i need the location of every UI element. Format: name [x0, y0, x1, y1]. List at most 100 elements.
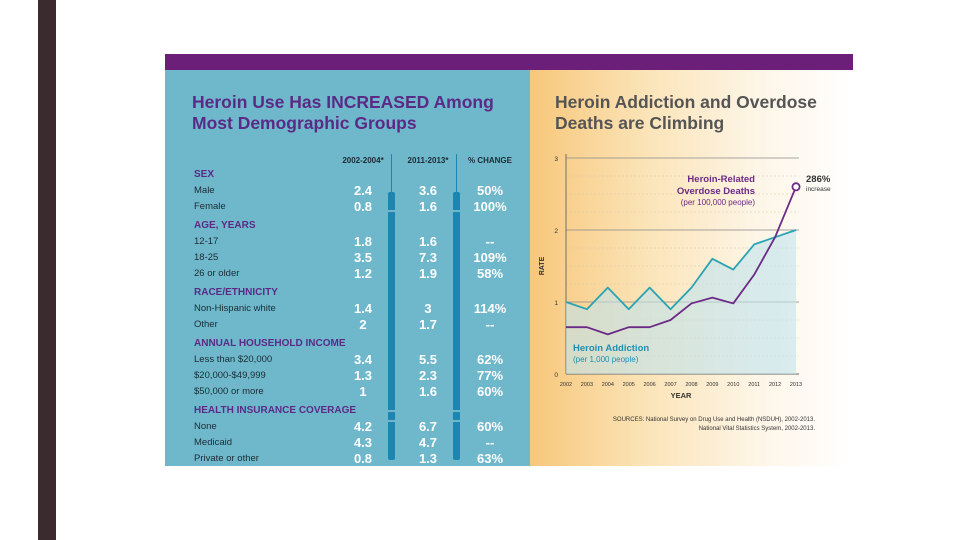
bar-gap	[451, 410, 462, 412]
slide-side-bar	[38, 0, 56, 540]
value-2011-2013: 2.3	[418, 368, 438, 383]
addiction-series-line	[565, 229, 797, 311]
infographic: Heroin Use Has INCREASED Among Most Demo…	[165, 54, 853, 466]
value-2002-2004: 1.8	[353, 234, 373, 249]
addiction-area	[566, 230, 796, 374]
value-2002-2004: 0.8	[353, 199, 373, 214]
value-2002-2004: 1.4	[353, 301, 373, 316]
overdose-legend-line2: Overdose Deaths	[677, 186, 755, 197]
value-2002-2004: 3.4	[353, 352, 373, 367]
addiction-legend-name: Heroin Addiction	[573, 343, 649, 354]
y-tick-label: 2	[554, 228, 558, 235]
y-axis-label: RATE	[539, 256, 546, 275]
row-label: None	[194, 421, 217, 432]
percent-change: --	[485, 317, 495, 332]
annotation-value: 286%	[806, 174, 831, 185]
value-2011-2013: 7.3	[418, 250, 438, 265]
x-tick-label: 2004	[602, 382, 614, 388]
overdose-legend-unit: (per 100,000 people)	[681, 198, 756, 207]
row-label: Medicaid	[194, 437, 233, 448]
row-label: Female	[194, 201, 226, 212]
demographics-title-line1: Heroin Use Has INCREASED Among	[192, 92, 494, 112]
row-label: 26 or older	[194, 268, 240, 279]
value-2002-2004: 0.8	[353, 451, 373, 466]
percent-change: --	[485, 234, 495, 249]
section-heading: SEX	[194, 169, 215, 180]
row-label: 12-17	[194, 236, 219, 247]
percent-change: 109%	[473, 250, 507, 265]
value-2002-2004: 1.2	[353, 266, 373, 281]
sources-line2: National Vital Statistics System, 2002-2…	[698, 426, 815, 432]
percent-change: 58%	[476, 266, 504, 281]
overdose-legend-line1: Heroin-Related	[687, 174, 755, 185]
value-2011-2013: 6.7	[418, 419, 438, 434]
value-2011-2013: 1.7	[418, 317, 438, 332]
row-label: Other	[194, 319, 218, 330]
x-tick-label: 2010	[727, 382, 739, 388]
column-divider-bar	[453, 192, 460, 460]
x-tick-label: 2008	[685, 382, 697, 388]
percent-change: 77%	[476, 368, 504, 383]
row-label: Less than $20,000	[194, 354, 273, 365]
annotation-text: increase	[806, 186, 831, 193]
x-tick-label: 2011	[748, 382, 760, 388]
x-tick-label: 2006	[644, 382, 656, 388]
value-2011-2013: 1.6	[418, 234, 438, 249]
y-tick-label: 3	[554, 156, 558, 163]
bar-gap	[451, 210, 462, 212]
value-2002-2004: 4.2	[353, 419, 373, 434]
x-tick-label: 2009	[706, 382, 718, 388]
trend-panel: Heroin Addiction and Overdose Deaths are…	[530, 70, 853, 466]
percent-change: 100%	[473, 199, 507, 214]
x-tick-label: 2013	[790, 382, 802, 388]
row-label: $20,000-$49,999	[194, 370, 266, 381]
x-tick-label: 2005	[623, 382, 635, 388]
value-2011-2013: 5.5	[418, 352, 438, 367]
column-divider	[391, 154, 392, 194]
column-divider-bar	[388, 192, 395, 460]
addiction-legend-unit: (per 1,000 people)	[573, 355, 639, 364]
x-tick-label: 2012	[769, 382, 781, 388]
row-label: $50,000 or more	[194, 386, 264, 397]
column-header: % CHANGE	[467, 156, 512, 165]
bar-gap	[386, 410, 397, 412]
overdose-point	[791, 182, 801, 192]
bar-gap	[386, 210, 397, 212]
value-2002-2004: 4.3	[353, 435, 373, 450]
value-2002-2004: 2	[359, 317, 367, 332]
percent-change: 60%	[476, 419, 504, 434]
section-heading: AGE, YEARS	[194, 220, 256, 231]
value-2002-2004: 2.4	[353, 183, 373, 198]
demographics-panel: Heroin Use Has INCREASED Among Most Demo…	[165, 70, 530, 466]
sources-line1: SOURCES: National Survey on Drug Use and…	[612, 417, 815, 423]
bar-gap	[451, 420, 462, 422]
y-tick-label: 1	[554, 300, 558, 307]
value-2011-2013: 1.6	[418, 384, 438, 399]
column-header: 2011-2013*	[407, 156, 449, 165]
column-divider	[456, 154, 457, 194]
column-header: 2002-2004*	[342, 156, 384, 165]
section-heading: RACE/ETHNICITY	[194, 287, 278, 298]
value-2011-2013: 1.9	[418, 266, 438, 281]
value-2011-2013: 4.7	[418, 435, 438, 450]
demographics-title-line2: Most Demographic Groups	[192, 113, 417, 133]
value-2011-2013: 1.6	[418, 199, 438, 214]
value-2011-2013: 3	[424, 301, 432, 316]
y-tick-label: 0	[554, 372, 558, 379]
top-stripe	[165, 54, 853, 70]
value-2002-2004: 3.5	[353, 250, 373, 265]
row-label: Private or other	[194, 453, 259, 464]
x-tick-label: 2007	[664, 382, 676, 388]
overdose-series-line	[566, 186, 797, 336]
percent-change: 60%	[476, 384, 504, 399]
chart-title-line1: Heroin Addiction and Overdose	[555, 92, 817, 112]
chart-title-line2: Deaths are Climbing	[555, 113, 725, 133]
section-heading: HEALTH INSURANCE COVERAGE	[194, 405, 357, 416]
value-2011-2013: 1.3	[418, 451, 438, 466]
line-chart: 0 1 2 3 2002 2003 2004 2005 2006 2007 2008 2009 2010…	[539, 154, 831, 400]
chart-title: Heroin Addiction and Overdose Deaths are…	[555, 92, 845, 134]
value-2002-2004: 1	[359, 384, 367, 399]
row-label: Male	[194, 185, 215, 196]
row-label: 18-25	[194, 252, 219, 263]
percent-change: 114%	[473, 301, 507, 316]
